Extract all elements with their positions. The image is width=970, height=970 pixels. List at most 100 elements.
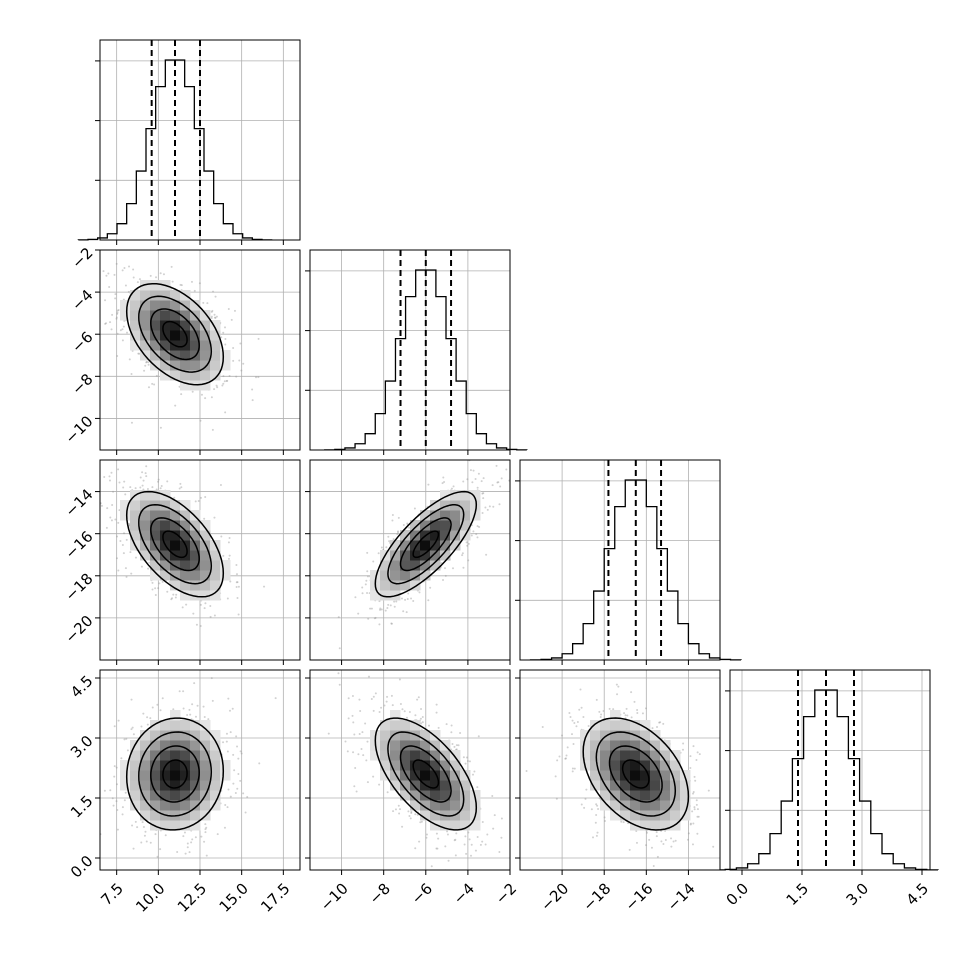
scatter-point: [463, 843, 466, 846]
density-cell: [460, 490, 471, 501]
density-cell: [160, 770, 171, 781]
contour-line: [412, 759, 440, 789]
scatter-point: [420, 728, 423, 731]
scatter-point: [274, 697, 277, 700]
x-tick-label: −10: [317, 880, 352, 915]
scatter-point: [159, 487, 162, 490]
scatter-point: [455, 883, 457, 885]
scatter-point: [462, 480, 465, 483]
scatter-point: [579, 688, 582, 691]
x-tick-label: −4: [450, 880, 478, 908]
density-cell: [400, 730, 411, 741]
density-cell: [210, 360, 221, 371]
density-cell: [210, 740, 221, 751]
x-tick-label: 17.5: [257, 880, 293, 916]
scatter-point: [151, 588, 154, 591]
density-cell: [190, 750, 201, 761]
scatter-panel-2-4: −10 −8 −6 −4 −2: [305, 669, 520, 915]
panel-background: [310, 250, 510, 450]
scatter-point: [655, 835, 658, 838]
scatter-point: [221, 384, 224, 387]
scatter-point: [693, 808, 696, 811]
density-cell: [630, 800, 641, 811]
density-cell: [600, 740, 611, 751]
scatter-point: [125, 575, 128, 578]
density-cell: [610, 770, 621, 781]
scatter-point: [203, 607, 206, 610]
scatter-point: [465, 756, 468, 759]
density-cell: [610, 790, 621, 801]
scatter-point: [477, 472, 480, 475]
x-tick-label: 3.0: [843, 880, 873, 910]
scatter-point: [153, 383, 156, 386]
x-tick-label: −20: [537, 880, 572, 915]
density-cell: [600, 730, 611, 741]
density-cell: [190, 780, 201, 791]
density-cell: [140, 290, 151, 301]
density-cell: [440, 520, 451, 531]
density-cell: [170, 370, 181, 381]
scatter-point: [385, 700, 388, 703]
density-cell: [150, 510, 161, 521]
density-cell: [220, 770, 231, 781]
density-cell: [200, 780, 211, 791]
scatter-point: [584, 797, 587, 800]
density-cell: [140, 780, 151, 791]
scatter-point: [143, 369, 146, 372]
scatter-point: [171, 280, 174, 283]
scatter-point: [462, 756, 465, 759]
scatter-point: [437, 837, 440, 840]
scatter-point: [225, 732, 228, 735]
density-cell: [120, 500, 131, 511]
density-cell: [380, 750, 391, 761]
density-cell: [140, 320, 151, 331]
scatter-point: [235, 564, 238, 567]
scatter-point: [361, 586, 364, 589]
density-cell: [210, 550, 221, 561]
scatter-point: [450, 724, 453, 727]
density-cell: [210, 790, 221, 801]
x-tick-label: −16: [621, 880, 656, 915]
density-cell: [420, 800, 431, 811]
scatter-point: [236, 596, 239, 599]
scatter-point: [420, 820, 423, 823]
scatter-point: [148, 561, 151, 564]
density-cell: [150, 800, 161, 811]
density-cell: [400, 720, 411, 731]
scatter-point: [115, 262, 118, 265]
scatter-point: [367, 675, 370, 678]
scatter-point: [114, 297, 117, 300]
scatter-point: [116, 354, 119, 357]
scatter-point: [204, 602, 207, 605]
density-cell: [420, 550, 431, 561]
scatter-point: [130, 372, 133, 375]
scatter-point: [120, 757, 123, 760]
scatter-point: [147, 567, 150, 570]
scatter-point: [407, 810, 410, 813]
scatter-point: [199, 624, 202, 627]
scatter-point: [113, 273, 116, 276]
scatter-point: [160, 485, 163, 488]
density-cell: [130, 780, 141, 791]
density-cell: [630, 770, 641, 781]
scatter-point: [144, 472, 147, 475]
contour-line: [162, 320, 188, 348]
scatter-point: [257, 337, 260, 340]
scatter-point: [116, 535, 119, 538]
density-cell: [650, 790, 661, 801]
density-cell: [220, 570, 231, 581]
density-cell: [140, 550, 151, 561]
scatter-point: [236, 745, 239, 748]
scatter-point: [126, 749, 129, 752]
density-cell: [430, 800, 441, 811]
scatter-point: [427, 724, 430, 727]
scatter-point: [145, 361, 148, 364]
density-cell: [120, 310, 131, 321]
scatter-point: [213, 388, 216, 391]
density-cell: [400, 780, 411, 791]
scatter-point: [392, 538, 395, 541]
density-cell: [160, 730, 171, 741]
y-tick-label: −10: [61, 412, 96, 447]
scatter-point: [366, 781, 369, 784]
scatter-point: [485, 553, 488, 556]
